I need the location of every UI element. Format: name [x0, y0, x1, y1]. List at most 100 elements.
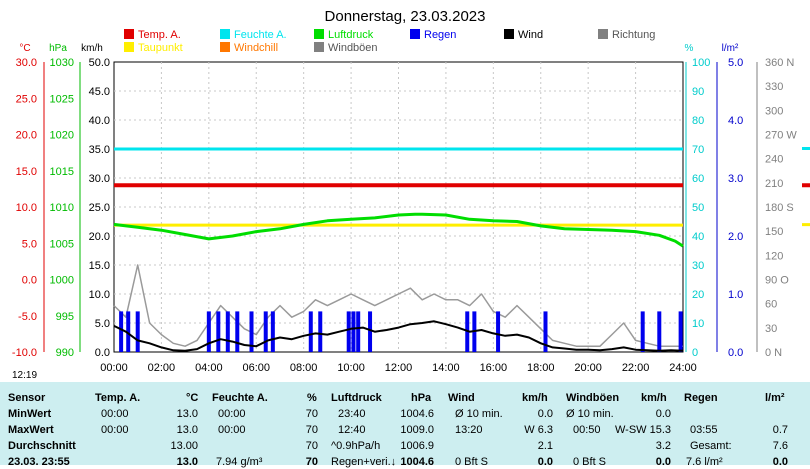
humidity-tick-label: 80: [692, 115, 704, 127]
rain-bar: [308, 311, 313, 352]
row-cell: 70: [305, 440, 318, 452]
direction-tick-label: 180 S: [765, 202, 794, 214]
direction-tick-label: 30: [765, 323, 777, 335]
humidity-tick-label: 0: [692, 347, 698, 359]
pressure-tick-label: 1020: [50, 130, 74, 142]
header-rain: Regen: [684, 392, 718, 404]
rain-tick-label: 4.0: [728, 115, 743, 127]
humidity-tick-label: 60: [692, 173, 704, 185]
temp-tick-label: -5.0: [18, 311, 37, 323]
temp-tick-label: -10.0: [12, 347, 37, 359]
direction-tick-label: 60: [765, 299, 777, 311]
rain-bar: [263, 311, 268, 352]
header-wind-unit: km/h: [522, 392, 548, 404]
series-pressure: [113, 212, 684, 248]
rain-bar: [119, 311, 124, 352]
pressure-unit-label: hPa: [49, 43, 67, 54]
rain-unit-label: l/m²: [722, 43, 739, 54]
row-cell: 0.0: [537, 408, 553, 420]
x-tick-label: 12:00: [385, 362, 413, 374]
legend-label: Temp. A.: [138, 29, 181, 41]
row-label: MinWert: [8, 408, 52, 420]
wind-tick-label: 15.0: [89, 260, 110, 272]
direction-tick-label: 270 W: [765, 130, 797, 142]
pressure-tick-label: 1025: [50, 93, 74, 105]
humidity-tick-label: 10: [692, 318, 704, 330]
x-tick-label: 04:00: [195, 362, 223, 374]
rain-bar: [657, 311, 662, 352]
temp-tick-label: 15.0: [16, 166, 37, 178]
x-tick-label: 18:00: [527, 362, 555, 374]
wind-unit-label: km/h: [81, 43, 103, 54]
row-cell: 70: [305, 456, 318, 468]
x-tick-label: 10:00: [337, 362, 365, 374]
x-tick-label: 24:00: [669, 362, 697, 374]
row-cell: 0 Bft S: [573, 456, 607, 468]
pressure-tick-label: 990: [56, 347, 74, 359]
legend-label: Wind: [518, 29, 543, 41]
rain-bar: [346, 311, 351, 352]
wind-tick-label: 35.0: [89, 144, 110, 156]
pressure-tick-label: 1015: [50, 166, 74, 178]
rain-bar: [678, 311, 683, 352]
row-cell: 00:00: [101, 408, 129, 420]
header-hum-unit: %: [307, 392, 317, 404]
legend-label: Feuchte A.: [234, 29, 287, 41]
wind-tick-label: 0.0: [95, 347, 110, 359]
legend-swatch: [124, 42, 134, 52]
rain-bar: [543, 311, 548, 352]
humidity-tick-label: 20: [692, 289, 704, 301]
legend-swatch: [598, 29, 608, 39]
row-cell: 1004.6: [400, 456, 434, 468]
rain-tick-label: 5.0: [728, 57, 743, 69]
rain-tick-label: 2.0: [728, 231, 743, 243]
legend-swatch: [410, 29, 420, 39]
row-cell: 1006.9: [400, 440, 434, 452]
direction-tick-label: 120: [765, 250, 783, 262]
humidity-tick-label: 30: [692, 260, 704, 272]
x-tick-label: 06:00: [242, 362, 270, 374]
wind-tick-label: 45.0: [89, 86, 110, 98]
temp-unit-label: °C: [19, 43, 30, 54]
row-cell: 0.7: [772, 424, 788, 436]
header-press: Luftdruck: [331, 392, 382, 404]
humidity-tick-label: 100: [692, 57, 710, 69]
row-cell: 13.0: [176, 408, 198, 420]
row-cell: 00:00: [218, 408, 246, 420]
rain-bar: [640, 311, 645, 352]
temp-tick-label: 25.0: [16, 93, 37, 105]
header-hum: Feuchte A.: [212, 392, 268, 404]
header-gust-unit: km/h: [641, 392, 667, 404]
row-label: Durchschnitt: [8, 440, 76, 452]
row-cell: 1004.6: [400, 408, 434, 420]
legend-swatch: [314, 29, 324, 39]
x-tick-label: 14:00: [432, 362, 460, 374]
wind-tick-label: 20.0: [89, 231, 110, 243]
rain-tick-label: 0.0: [728, 347, 743, 359]
rain-bar: [216, 311, 221, 352]
humidity-tick-label: 90: [692, 86, 704, 98]
temp-tick-label: 30.0: [16, 57, 37, 69]
rain-bar: [249, 311, 254, 352]
legend-label: Luftdruck: [328, 29, 374, 41]
rain-tick-label: 1.0: [728, 289, 743, 301]
humidity-tick-label: 40: [692, 231, 704, 243]
statistics-table: Sensor Temp. A. °C Feuchte A. % Luftdruc…: [0, 382, 810, 468]
temp-tick-label: 10.0: [16, 202, 37, 214]
x-tick-label: 20:00: [574, 362, 602, 374]
row-cell: 7.6 l/m²: [686, 456, 723, 468]
legend-swatch: [220, 29, 230, 39]
row-cell: 0 Bft S: [455, 456, 489, 468]
pressure-tick-label: 1030: [50, 57, 74, 69]
header-sensor: Sensor: [8, 392, 46, 404]
rain-bar: [368, 311, 373, 352]
row-cell: 2.1: [537, 440, 553, 452]
wind-tick-label: 25.0: [89, 202, 110, 214]
direction-tick-label: 360 N: [765, 57, 794, 69]
row-cell: 70: [305, 408, 318, 420]
direction-tick-label: 330: [765, 81, 783, 93]
row-cell: 13.0: [176, 456, 198, 468]
row-cell: ^0.9hPa/h: [331, 440, 381, 452]
row-cell: W 6.3: [524, 424, 553, 436]
temp-tick-label: 5.0: [22, 238, 37, 250]
